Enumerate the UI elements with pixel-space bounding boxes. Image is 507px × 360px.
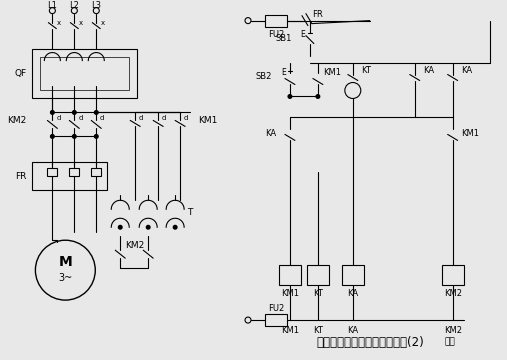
Text: x: x (101, 19, 105, 26)
Text: KM1: KM1 (461, 129, 479, 138)
Circle shape (73, 111, 76, 114)
Bar (91, 168, 101, 176)
Text: SB2: SB2 (256, 72, 272, 81)
Circle shape (147, 225, 150, 229)
Bar (342, 265, 364, 285)
Text: FU2: FU2 (268, 30, 284, 39)
Circle shape (288, 95, 292, 98)
Circle shape (119, 225, 122, 229)
Text: KM2: KM2 (7, 116, 26, 125)
Text: d: d (139, 116, 143, 121)
Text: d: d (162, 116, 166, 121)
Bar (307, 265, 329, 285)
Text: FU2: FU2 (268, 303, 284, 312)
Bar (32, 162, 107, 190)
Text: KA: KA (347, 325, 358, 334)
Text: KM1: KM1 (281, 325, 299, 334)
Text: KM1: KM1 (323, 68, 341, 77)
Text: QF: QF (14, 69, 26, 78)
Text: FR: FR (312, 10, 323, 19)
Text: 自耦变压器减压起动控制电路(2): 自耦变压器减压起动控制电路(2) (316, 336, 424, 348)
Text: 3~: 3~ (58, 273, 73, 283)
Text: L3: L3 (91, 1, 101, 10)
Text: KA: KA (347, 289, 358, 298)
Bar (265, 15, 287, 27)
Text: KA: KA (265, 129, 276, 138)
Bar (69, 168, 79, 176)
Text: SB1: SB1 (276, 34, 292, 43)
Text: L1: L1 (48, 1, 57, 10)
Circle shape (173, 225, 177, 229)
Circle shape (94, 135, 98, 138)
Text: 培训: 培训 (444, 338, 455, 347)
Bar (47, 168, 57, 176)
Circle shape (94, 111, 98, 114)
Text: KM2: KM2 (444, 325, 462, 334)
Text: FR: FR (15, 172, 26, 181)
Text: KA: KA (461, 66, 472, 75)
Text: KT: KT (313, 325, 323, 334)
Circle shape (51, 111, 54, 114)
Text: KM1: KM1 (198, 116, 218, 125)
Bar (279, 265, 301, 285)
Text: KT: KT (361, 66, 371, 75)
Text: KM1: KM1 (281, 289, 299, 298)
Text: d: d (184, 116, 188, 121)
Text: d: d (78, 116, 83, 121)
Circle shape (316, 95, 320, 98)
Text: L2: L2 (69, 1, 79, 10)
Circle shape (51, 135, 54, 138)
Text: KM2: KM2 (126, 241, 145, 250)
Text: T: T (188, 208, 193, 217)
Circle shape (73, 135, 76, 138)
Bar (41, 57, 129, 90)
Text: x: x (57, 19, 61, 26)
Bar (32, 49, 137, 99)
Text: M: M (58, 255, 72, 269)
Text: KA: KA (423, 66, 434, 75)
Bar (265, 314, 287, 326)
Text: x: x (79, 19, 83, 26)
Text: KM2: KM2 (444, 289, 462, 298)
Text: E: E (281, 68, 286, 77)
Text: E: E (300, 30, 305, 39)
Text: d: d (56, 116, 60, 121)
Bar (442, 265, 463, 285)
Text: d: d (100, 116, 104, 121)
Text: KT: KT (313, 289, 323, 298)
